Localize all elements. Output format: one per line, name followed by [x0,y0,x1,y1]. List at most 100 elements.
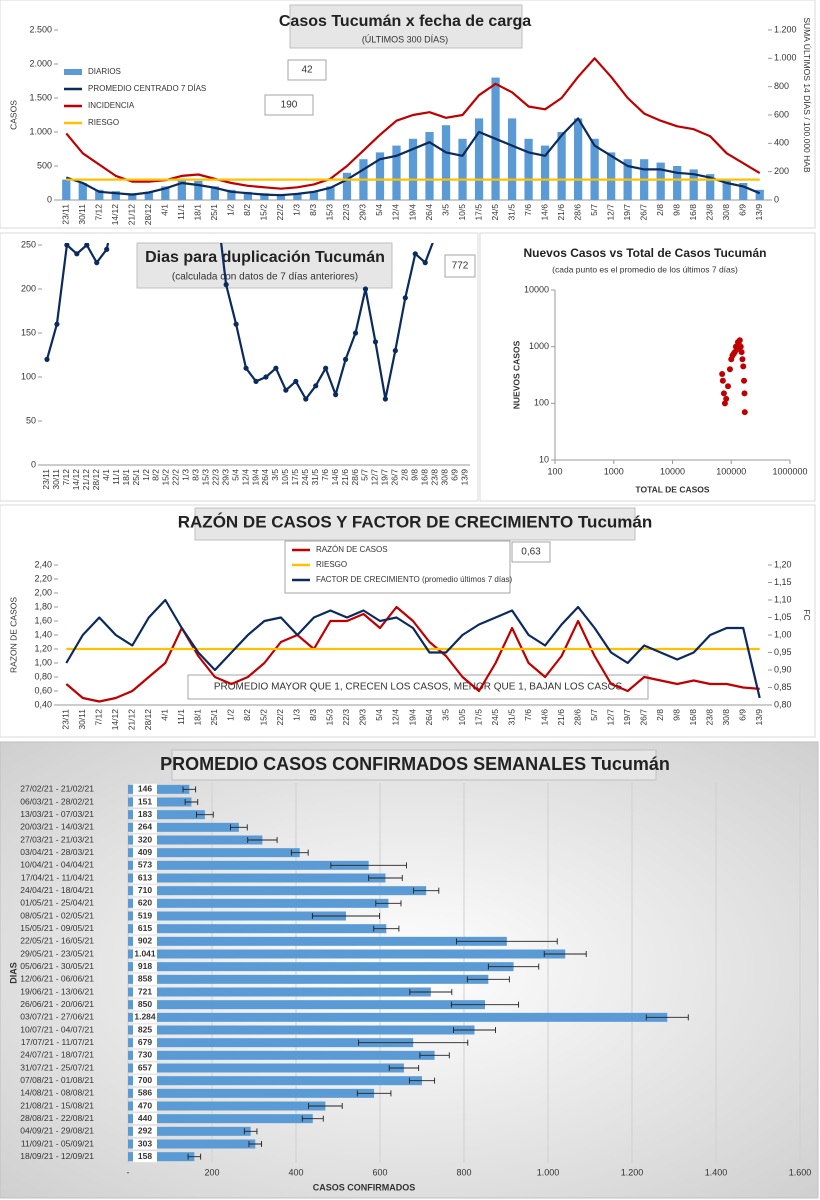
category-label: 08/05/21 - 02/05/21 [20,910,94,920]
y-tick-label: 10 [539,454,549,464]
bar [474,118,484,200]
bar [342,172,352,200]
value-label: 710 [138,885,152,895]
bar [128,1126,251,1136]
x-tick-label: 25/1 [131,469,141,486]
bar [540,145,550,200]
bar [95,189,104,200]
legend-label: INCIDENCIA [88,101,135,110]
x-tick-label: 11/1 [176,204,186,220]
x-tick-label: 19/4 [407,204,417,221]
y2-tick-label: 1,05 [774,612,792,622]
x-tick-label: 1.000 [537,1167,560,1177]
y2-tick-label: 1.200 [774,24,797,34]
bar [375,152,385,200]
x-tick-label: 21/12 [81,469,91,491]
value-label: 613 [138,872,152,882]
y-axis-label: DIAS [8,962,18,984]
value-label: 573 [138,860,152,870]
legend-swatch [64,69,82,75]
title-box [289,4,523,49]
x-tick-label: 30/11 [51,469,61,490]
series-marker [293,378,299,384]
value-label-box [133,859,157,871]
x-tick-label: 21/6 [556,709,566,726]
x-tick-label: 8/2 [242,709,252,721]
error-bar [301,1115,324,1122]
series-marker [94,260,100,266]
bar [161,186,170,200]
chart-title: Dias para duplicación Tucumán [145,249,385,266]
error-bar [645,1014,689,1021]
category-label: 17/07/21 - 11/07/21 [21,1037,94,1047]
bar [243,191,253,200]
x-tick-label: 31/5 [506,204,516,221]
y2-tick-label: 1,00 [774,629,792,639]
x-tick-label: 8/3 [308,709,318,721]
x-tick-label: 26/7 [638,204,648,221]
y-tick-label: 50 [26,415,36,425]
bar [128,949,566,959]
y2-tick-label: 600 [774,109,789,119]
x-tick-label: 10000 [660,466,685,476]
x-tick-label: 12/7 [605,709,615,726]
value-label-box [133,999,157,1011]
x-tick-label: 16/8 [688,204,698,221]
category-label: 10/07/21 - 04/07/21 [20,1024,94,1034]
value-label-box [133,1100,157,1112]
annotation: 0,63 [521,547,541,558]
scatter-point [741,409,748,416]
bar [607,152,616,200]
y2-tick-label: 1.000 [774,53,797,63]
bar [128,962,514,972]
value-label-box [133,885,157,897]
error-bar [230,824,248,831]
y-tick-label: 1.500 [29,92,52,102]
y-tick-label: 10000 [524,284,549,294]
legend-box [284,540,511,594]
x-tick-label: 4/1 [160,204,170,216]
category-label: 01/05/21 - 25/04/21 [20,898,94,908]
x-tick-label: 10/5 [280,469,290,486]
error-bar [543,951,587,957]
value-label-box [133,910,157,922]
title-box [171,749,657,781]
category-label: 03/07/21 - 27/06/21 [20,1012,94,1022]
value-label-box [133,1037,157,1049]
bar [276,193,286,200]
bar [656,162,665,200]
value-label-box [133,834,157,846]
category-label: 11/09/21 - 05/09/21 [21,1138,94,1148]
x-tick-label: 5/4 [374,204,384,216]
bar [128,797,192,807]
value-label: 850 [138,999,152,1009]
error-bar [419,1052,450,1059]
series-marker [392,348,398,354]
x-tick-label: 200 [204,1167,219,1177]
x-tick-label: 24/5 [490,709,500,726]
legend-label: FACTOR DE CRECIMIENTO (promedio últimos … [316,575,513,584]
category-label: 13/03/21 - 07/03/21 [20,809,94,819]
value-label: 825 [138,1024,152,1034]
scatter-point [738,349,745,356]
y2-tick-label: 1,10 [774,594,792,604]
bar [706,174,715,200]
series-marker [243,365,249,371]
scatter-point [739,356,746,363]
error-bar [311,913,381,919]
x-tick-label: 21/6 [556,204,566,221]
x-tick-label: 12/4 [391,709,401,726]
x-tick-label: 26/4 [424,709,434,726]
x-tick-label: 29/3 [358,709,368,726]
bar [739,183,748,200]
annotation-box [264,94,314,116]
x-tick-label: 19/7 [622,204,632,221]
series-marker [44,356,50,362]
series-marker [313,383,319,389]
x-tick-label: 19/4 [250,469,260,486]
error-bar [453,1027,496,1033]
chart-subtitle: (cada punto es el promedio de los último… [552,264,738,274]
series-marker [223,282,229,288]
x-tick-label: 100000 [716,466,746,476]
x-tick-label: 28/12 [143,204,153,226]
